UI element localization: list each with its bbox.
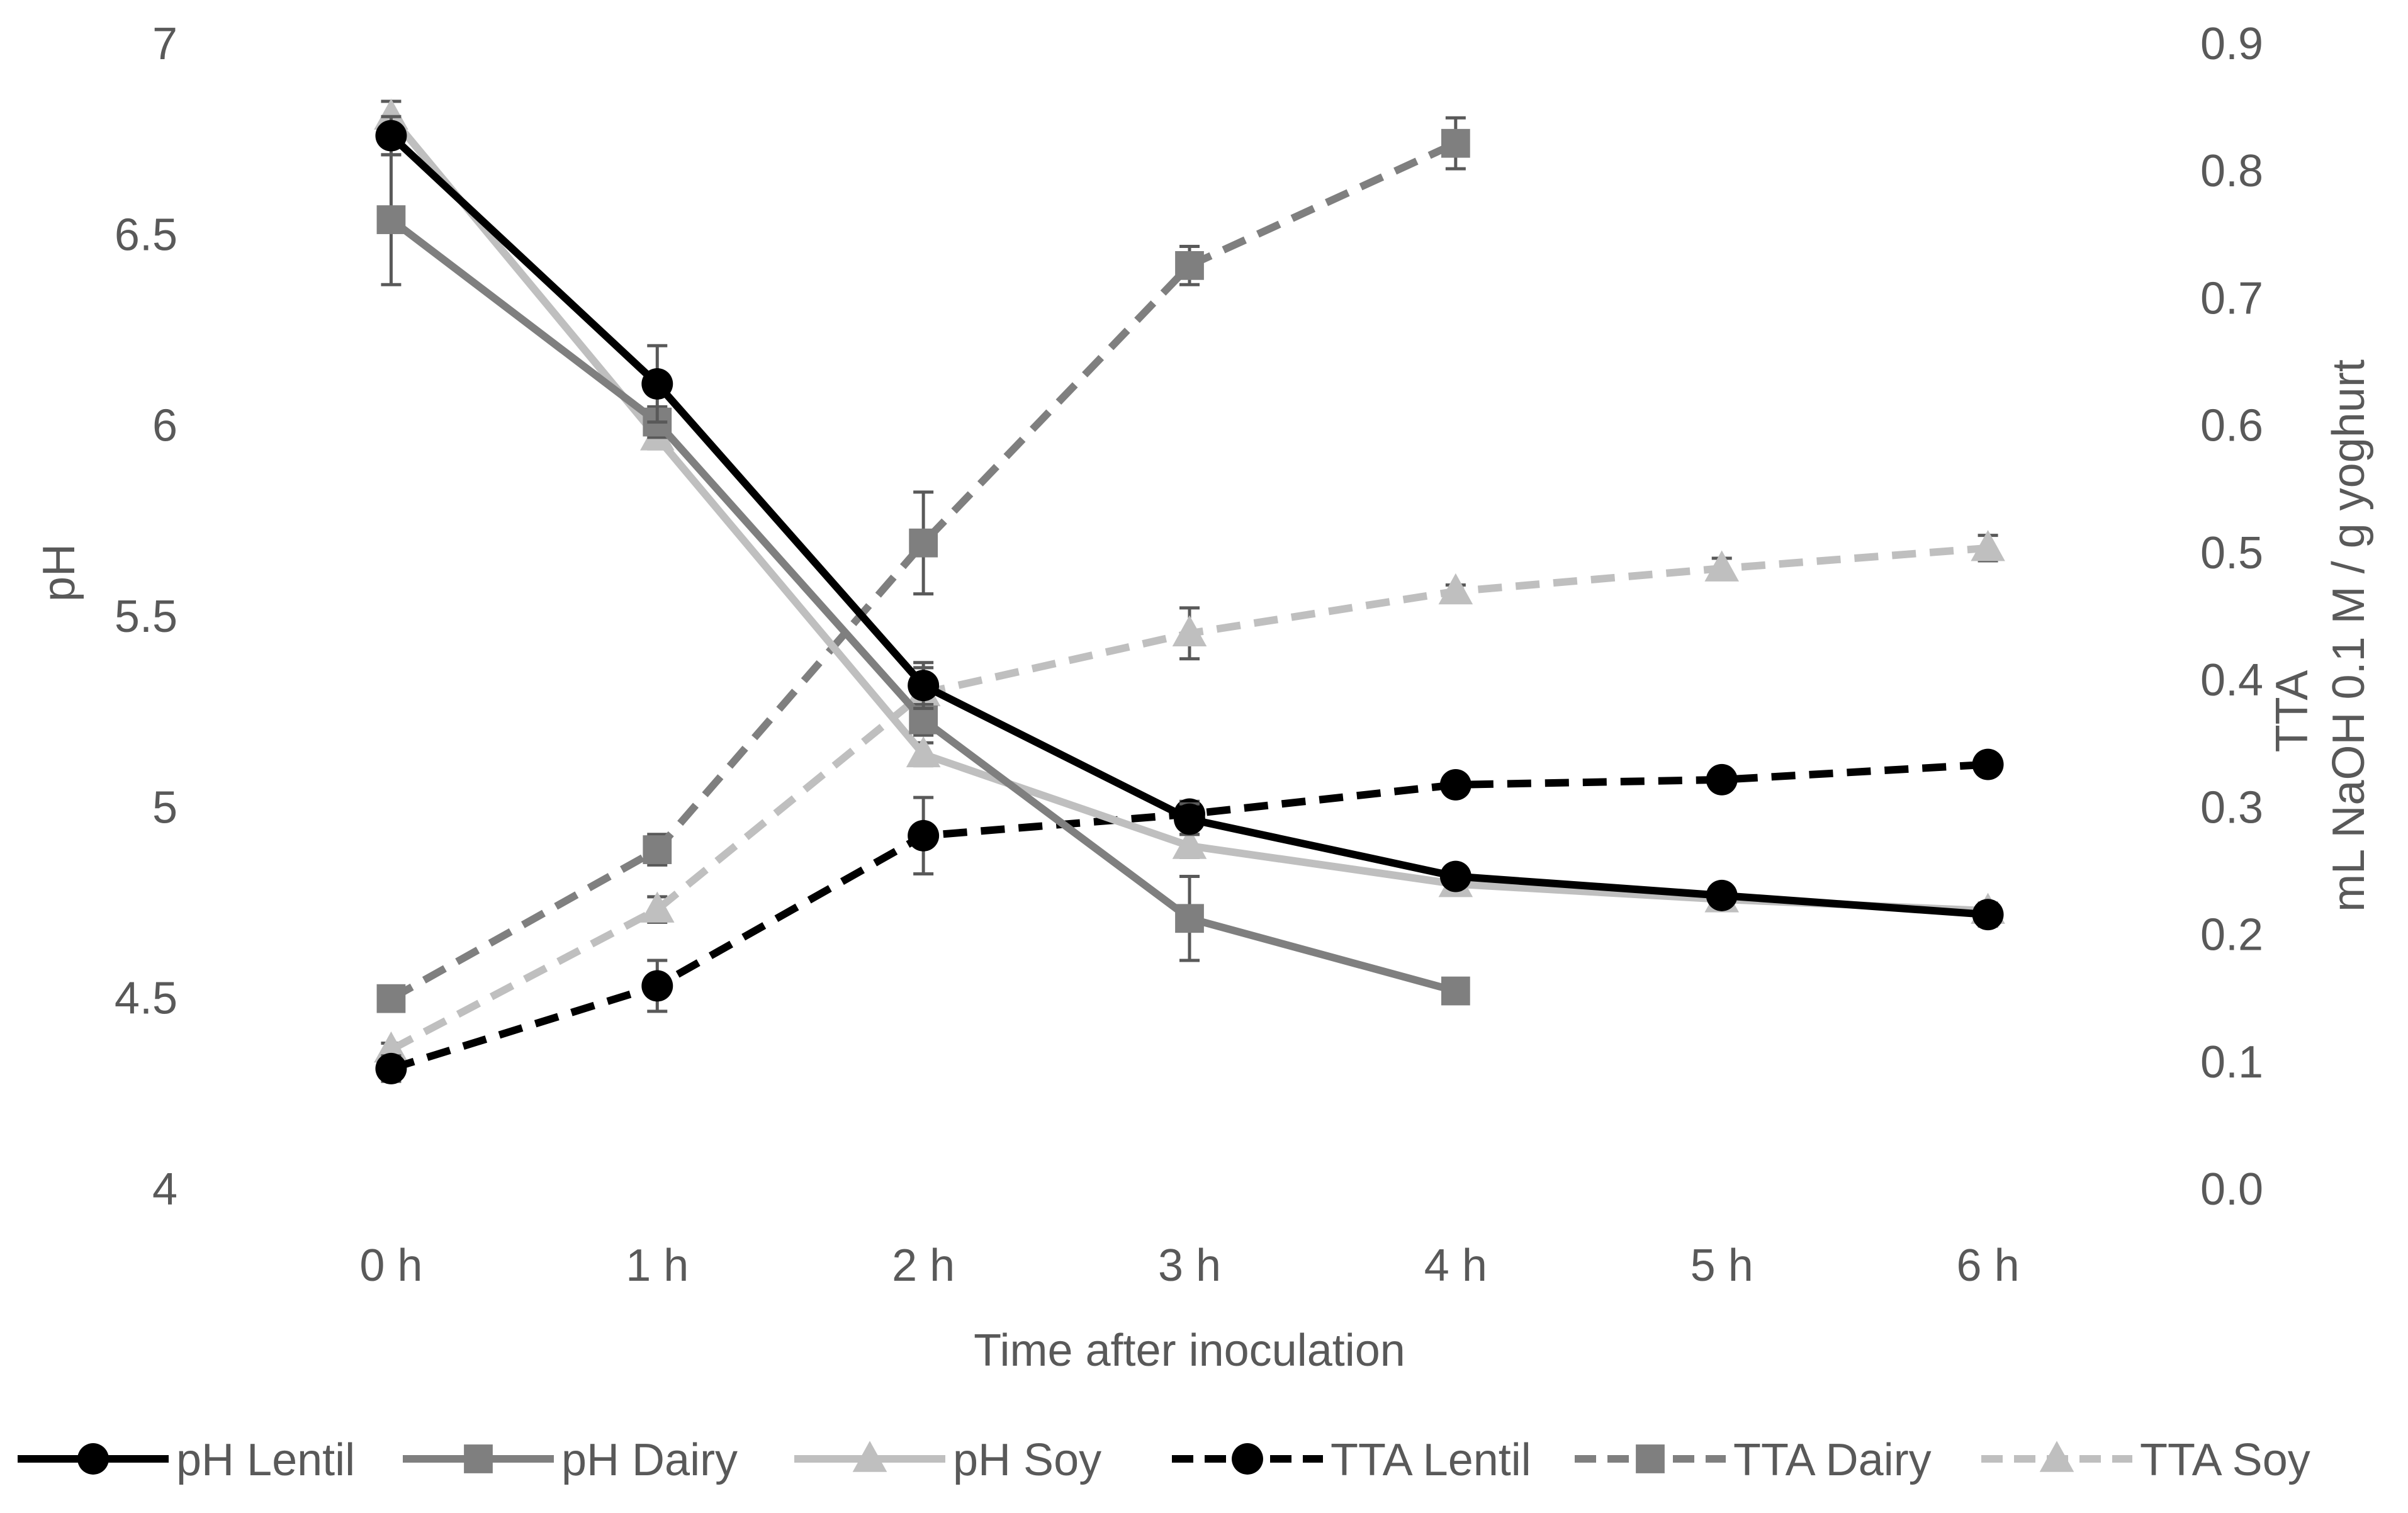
y-right-tick-label: 0.7 — [2200, 273, 2263, 323]
data-point — [643, 835, 672, 864]
legend-item: TTA Lentil — [1172, 1435, 1531, 1485]
x-tick-label: 0 h — [359, 1240, 422, 1291]
data-point — [1972, 748, 2004, 780]
data-point — [908, 670, 940, 702]
legend-marker — [1636, 1444, 1665, 1473]
data-point — [1174, 803, 1205, 835]
y-right-tick-label: 0.0 — [2200, 1164, 2263, 1215]
legend-item: TTA Dairy — [1575, 1435, 1932, 1485]
y-right-tick-label: 0.9 — [2200, 19, 2263, 69]
y-right-tick-label: 0.4 — [2200, 655, 2263, 706]
legend-marker — [1232, 1443, 1263, 1475]
legend-label: TTA Dairy — [1733, 1435, 1932, 1485]
right-axis-ticks: 0.0 0.1 0.2 0.3 0.4 0.5 0.6 0.7 0.8 0.9 — [2200, 19, 2263, 1215]
x-axis-label: Time after inoculation — [974, 1325, 1405, 1376]
y-right-tick-label: 0.1 — [2200, 1037, 2263, 1088]
data-point — [641, 368, 673, 400]
legend-item: pH Soy — [794, 1435, 1101, 1485]
y-left-tick-label: 6 — [152, 401, 177, 451]
y-right-tick-label: 0.2 — [2200, 910, 2263, 960]
data-point — [1175, 904, 1204, 933]
legend-item: pH Lentil — [18, 1435, 355, 1485]
x-tick-label: 5 h — [1691, 1240, 1753, 1291]
y-left-tick-label: 4 — [152, 1164, 177, 1215]
data-point — [375, 120, 407, 152]
data-point — [906, 736, 941, 768]
y-left-tick-label: 4.5 — [115, 974, 177, 1024]
series-line — [388, 114, 1988, 915]
data-point — [1172, 615, 1207, 647]
data-point — [1706, 763, 1738, 796]
y-right-tick-label: 0.6 — [2200, 401, 2263, 451]
data-point — [1972, 899, 2004, 931]
legend-marker — [77, 1443, 109, 1475]
legend-marker — [2039, 1441, 2074, 1472]
y-axis-right-label-units: mL NaOH 0.1 M / g yoghurt — [2324, 359, 2374, 912]
data-point — [1172, 828, 1207, 859]
x-tick-label: 6 h — [1957, 1240, 2020, 1291]
series-tta-dairy — [376, 116, 1470, 1013]
legend: pH Lentil pH Dairy pH Soy TTA Lentil TTA Dai… — [18, 1435, 2310, 1485]
y-left-tick-label: 5 — [152, 782, 177, 833]
y-axis-right-label-title: TTA — [2267, 670, 2317, 753]
y-left-tick-label: 5.5 — [115, 592, 177, 642]
data-point — [1175, 250, 1204, 280]
y-left-tick-label: 7 — [152, 19, 177, 69]
left-axis-ticks: 4 4.5 5 5.5 6 6.5 7 — [115, 19, 177, 1215]
x-tick-label: 4 h — [1424, 1240, 1487, 1291]
data-point — [908, 819, 940, 852]
y-left-tick-label: 6.5 — [115, 210, 177, 260]
data-point — [376, 205, 406, 234]
x-tick-label: 2 h — [892, 1240, 955, 1291]
y-right-tick-label: 0.3 — [2200, 782, 2263, 833]
data-point — [1441, 128, 1470, 158]
data-point — [1439, 768, 1471, 801]
data-point — [639, 891, 675, 923]
data-point — [1971, 530, 2005, 561]
data-point — [641, 970, 673, 1002]
x-tick-label: 1 h — [626, 1240, 689, 1291]
legend-item: TTA Soy — [1981, 1435, 2310, 1485]
series-layer — [374, 98, 2005, 1084]
series-tta-soy — [374, 530, 2005, 1063]
data-point — [1704, 550, 1740, 582]
legend-label: TTA Lentil — [1331, 1435, 1531, 1485]
x-axis-ticks: 0 h 1 h 2 h 3 h 4 h 5 h 6 h — [359, 1240, 2019, 1291]
data-point — [376, 984, 406, 1013]
data-point — [1438, 573, 1473, 605]
legend-marker — [464, 1444, 493, 1473]
series-ph-lentil — [375, 115, 2004, 931]
y-axis-left-label: pH — [34, 544, 84, 602]
data-point — [1706, 879, 1738, 911]
legend-item: pH Dairy — [403, 1435, 738, 1485]
legend-label: pH Dairy — [561, 1435, 738, 1485]
legend-label: TTA Soy — [2140, 1435, 2310, 1485]
y-right-tick-label: 0.8 — [2200, 146, 2263, 196]
series-line — [389, 140, 1458, 1002]
data-point — [1441, 976, 1470, 1006]
x-tick-label: 3 h — [1158, 1240, 1221, 1291]
legend-label: pH Lentil — [176, 1435, 355, 1485]
legend-marker — [852, 1441, 887, 1472]
y-right-tick-label: 0.5 — [2200, 528, 2263, 578]
legend-label: pH Soy — [953, 1435, 1101, 1485]
data-point — [909, 528, 938, 558]
data-point — [374, 98, 408, 130]
data-point — [1439, 860, 1471, 892]
data-point — [909, 705, 938, 734]
data-point — [375, 1052, 407, 1084]
